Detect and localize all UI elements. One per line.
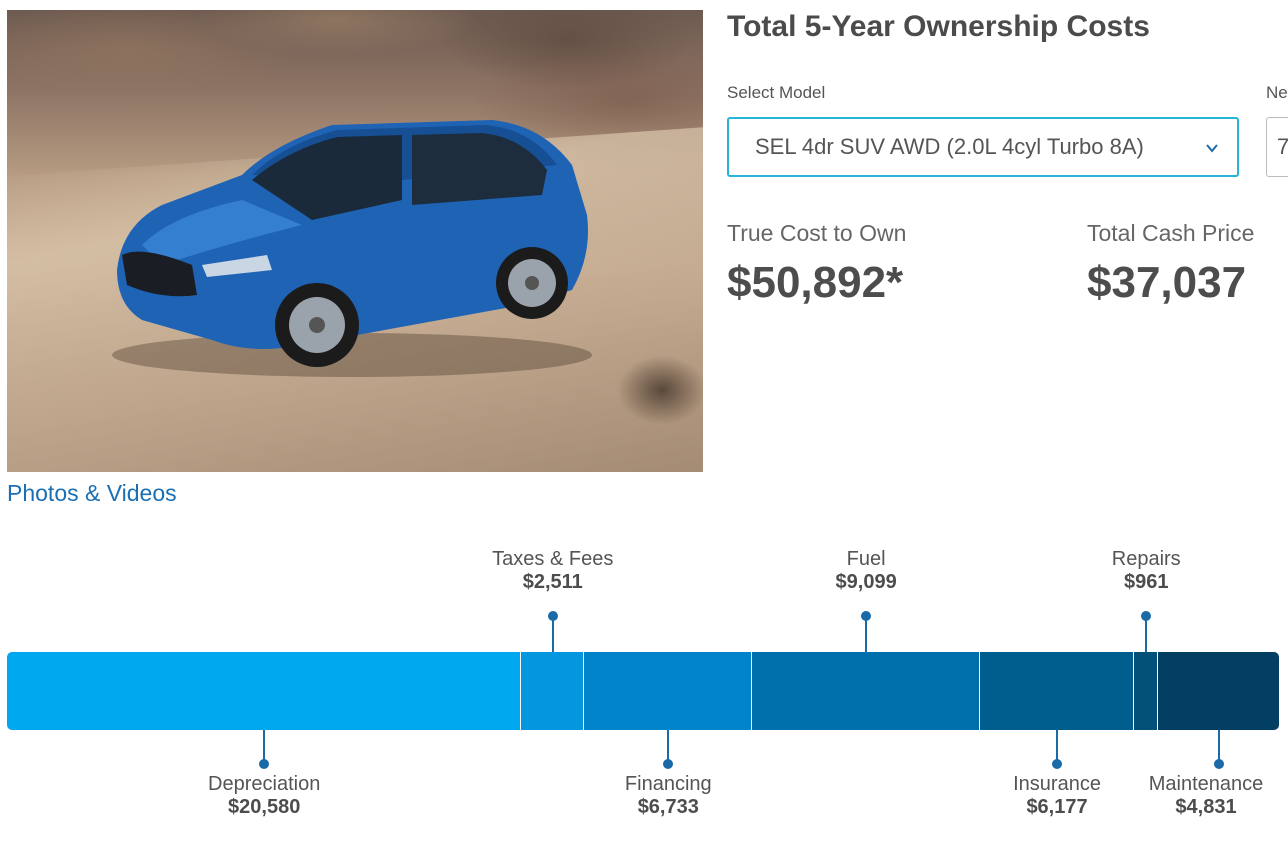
cost-callout-value: $4,831	[1175, 796, 1237, 818]
cost-callout-insurance: Insurance $6,177	[977, 773, 1137, 819]
cost-callout-value: $9,099	[835, 571, 897, 593]
model-select-label: Select Model	[727, 83, 826, 102]
cost-breakdown-bar	[7, 652, 1279, 730]
cost-callout-value: $2,511	[522, 571, 583, 593]
cost-callout-label: Financing	[624, 773, 712, 795]
cost-callout-maintenance: Maintenance $4,831	[1126, 773, 1286, 819]
cost-callout-taxes-fees: Taxes & Fees $2,511	[473, 548, 633, 594]
next-field-label: Ne	[1266, 83, 1288, 102]
vehicle-hero-image[interactable]	[7, 10, 703, 472]
true-cost-value: $50,892*	[727, 258, 904, 307]
cash-price-value: $37,037	[1087, 258, 1247, 307]
cost-callout-stem	[263, 730, 266, 764]
cost-callout-dot	[663, 759, 674, 769]
cost-segment-financing[interactable]	[584, 652, 753, 730]
cost-callout-label: Maintenance	[1148, 773, 1264, 795]
cost-segment-taxes-fees[interactable]	[521, 652, 585, 730]
cost-callout-label: Fuel	[846, 548, 886, 570]
roadside-rock	[617, 355, 703, 425]
cost-segment-depreciation[interactable]	[7, 652, 522, 730]
chevron-down-icon	[1206, 144, 1218, 153]
cost-callout-stem	[1056, 730, 1059, 764]
cost-callout-dot	[861, 611, 872, 621]
cost-callout-label: Taxes & Fees	[492, 548, 614, 570]
cost-callout-dot	[1213, 759, 1224, 769]
cost-callout-stem	[551, 616, 554, 652]
cost-callout-stem	[1217, 730, 1220, 764]
next-field-input[interactable]: 7	[1266, 117, 1288, 177]
cost-callout-value: $20,580	[228, 796, 301, 818]
cost-callout-stem	[1145, 616, 1148, 652]
page-title: Total 5-Year Ownership Costs	[727, 10, 1150, 43]
suv-illustration	[112, 120, 592, 377]
cost-callout-label: Repairs	[1111, 548, 1181, 570]
cost-segment-fuel[interactable]	[752, 652, 980, 730]
cost-segment-insurance[interactable]	[979, 652, 1135, 730]
true-cost-label: True Cost to Own	[727, 220, 907, 246]
cash-price-label: Total Cash Price	[1087, 220, 1255, 246]
cost-segment-repairs[interactable]	[1134, 652, 1159, 730]
cost-callout-label: Insurance	[1013, 773, 1101, 795]
model-select[interactable]: SEL 4dr SUV AWD (2.0L 4cyl Turbo 8A)	[727, 117, 1239, 177]
cost-callout-value: $6,177	[1026, 796, 1088, 818]
cost-callout-value: $961	[1123, 571, 1169, 593]
cost-segment-maintenance[interactable]	[1158, 652, 1279, 730]
model-select-value: SEL 4dr SUV AWD (2.0L 4cyl Turbo 8A)	[755, 134, 1144, 159]
cost-callout-dot	[1052, 759, 1063, 769]
cost-callout-dot	[259, 759, 270, 769]
cost-callout-stem	[865, 616, 868, 652]
cost-callout-financing: Financing $6,733	[588, 773, 748, 819]
photos-videos-link[interactable]: Photos & Videos	[7, 480, 177, 506]
cost-callout-stem	[667, 730, 670, 764]
cost-callout-dot	[1141, 611, 1152, 621]
cost-callout-depreciation: Depreciation $20,580	[184, 773, 344, 819]
cost-callout-fuel: Fuel $9,099	[786, 548, 946, 594]
cost-callout-repairs: Repairs $961	[1066, 548, 1226, 594]
cost-callout-label: Depreciation	[208, 773, 321, 795]
cost-callout-value: $6,733	[637, 796, 699, 818]
cost-callout-dot	[547, 611, 558, 621]
